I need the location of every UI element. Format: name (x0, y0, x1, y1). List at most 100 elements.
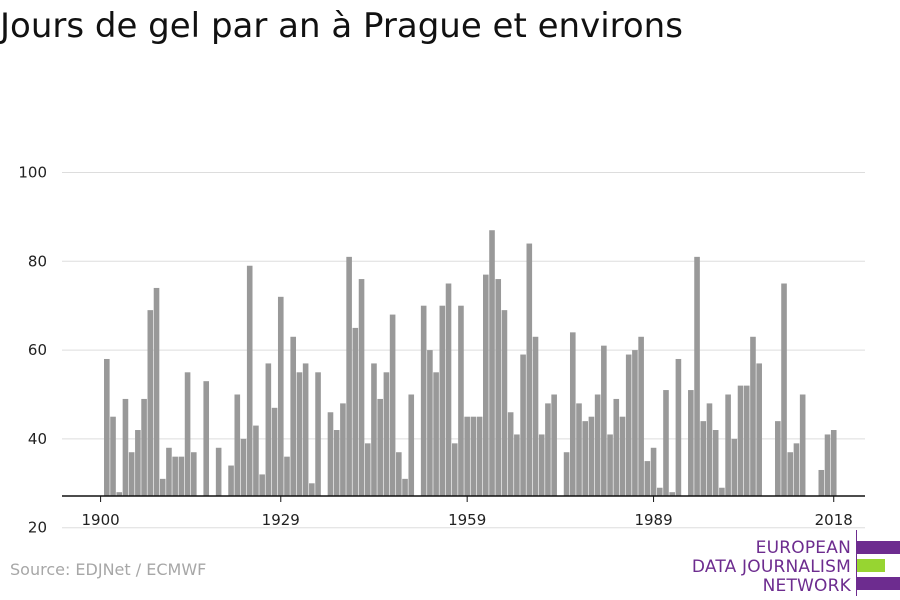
bar-1939 (340, 403, 346, 496)
x-tick-label-1900: 1900 (82, 511, 120, 529)
bar-1941 (352, 327, 359, 496)
bar-2009 (775, 421, 781, 496)
bar-1903 (116, 492, 123, 496)
bar-1961 (476, 416, 483, 496)
edjnet-logo-text: EUROPEAN DATA JOURNALISM NETWORK (692, 539, 851, 596)
bar-1992 (669, 492, 675, 496)
bar-1923 (240, 438, 247, 496)
bar-2000 (719, 487, 725, 496)
y-tick-label-80: 80 (28, 252, 47, 270)
bar-1912 (172, 456, 178, 496)
bar-1906 (135, 430, 141, 496)
bar-1905 (128, 452, 135, 496)
bar-1932 (296, 372, 303, 496)
bar-1993 (675, 358, 682, 496)
bar-1958 (458, 305, 464, 496)
bar-1952 (420, 305, 427, 496)
bar-1977 (576, 403, 582, 496)
bar-2018 (830, 430, 837, 496)
bar-1942 (358, 279, 365, 496)
y-tick-label-60: 60 (28, 341, 47, 359)
bar-2013 (799, 394, 806, 496)
x-tick-label-1989: 1989 (634, 511, 672, 529)
bar-1943 (364, 443, 371, 496)
bars (104, 230, 837, 496)
bar-1970 (532, 336, 539, 496)
bar-1950 (408, 394, 415, 496)
bar-1947 (389, 314, 396, 496)
bar-1924 (246, 265, 253, 496)
bar-1922 (234, 394, 241, 496)
bar-1990 (656, 487, 663, 496)
bar-1975 (563, 452, 570, 496)
bar-1908 (147, 310, 154, 496)
bar-1911 (166, 447, 172, 496)
bar-1982 (607, 434, 613, 496)
bar-1991 (663, 390, 669, 496)
bar-2016 (818, 469, 825, 496)
bar-1917 (203, 381, 210, 496)
y-tick-label-40: 40 (28, 430, 47, 448)
bar-1935 (315, 372, 321, 496)
x-tick-label-2018: 2018 (815, 511, 853, 529)
logo-bar-purple-bottom (857, 577, 900, 590)
bar-2005 (750, 336, 756, 496)
bar-2006 (756, 363, 762, 496)
bar-1913 (178, 456, 185, 496)
source-note: Source: EDJNet / ECMWF (10, 560, 207, 579)
bar-2012 (793, 443, 800, 496)
x-axis: 1900 1929 1959 1989 2018 (62, 495, 865, 529)
bar-1902 (110, 416, 116, 496)
bar-1948 (396, 452, 402, 496)
logo-bar-green (857, 559, 885, 572)
bar-1968 (520, 354, 526, 496)
bar-1931 (290, 336, 297, 496)
bar-1978 (582, 421, 589, 496)
bar-1925 (253, 425, 259, 496)
logo-bar-purple-top (857, 541, 900, 554)
bar-1944 (371, 363, 377, 496)
bar-1998 (706, 403, 713, 496)
bar-1979 (588, 416, 595, 496)
bar-1971 (538, 434, 545, 496)
bar-1997 (700, 421, 707, 496)
bar-1933 (302, 363, 309, 496)
bar-2011 (787, 452, 794, 496)
chart-title: Jours de gel par an à Prague et environs (0, 6, 683, 46)
bar-2002 (731, 438, 738, 496)
logo-divider (856, 530, 857, 596)
bar-1953 (427, 350, 433, 496)
bar-1966 (507, 412, 514, 496)
bar-1996 (694, 256, 700, 496)
bar-1946 (383, 372, 390, 496)
bar-1960 (470, 416, 477, 496)
y-tick-label-100: 100 (18, 164, 47, 182)
bar-1949 (402, 478, 408, 496)
bar-1965 (501, 310, 508, 496)
x-tick-label-1959: 1959 (448, 511, 486, 529)
bar-1969 (526, 243, 533, 496)
bar-1988 (644, 461, 651, 496)
bar-1930 (284, 456, 290, 496)
bar-1915 (190, 452, 197, 496)
y-axis-tick-labels: 20 40 60 80 100 (18, 164, 47, 537)
bar-1904 (122, 398, 129, 496)
bar-1984 (619, 416, 626, 496)
bar-1964 (495, 279, 502, 496)
bar-1981 (601, 345, 607, 496)
bar-1909 (153, 287, 160, 496)
bar-1983 (613, 398, 620, 496)
bar-1914 (184, 372, 191, 496)
bar-1937 (327, 412, 334, 496)
bar-1927 (265, 363, 272, 496)
bar-1959 (464, 416, 470, 496)
logo-line-1: EUROPEAN (755, 538, 851, 558)
bar-1999 (712, 430, 719, 496)
bar-1926 (259, 474, 265, 496)
bar-1967 (514, 434, 520, 496)
bar-1910 (159, 478, 166, 496)
bar-1921 (228, 465, 234, 496)
bar-1987 (638, 336, 644, 496)
bar-1919 (215, 447, 222, 496)
